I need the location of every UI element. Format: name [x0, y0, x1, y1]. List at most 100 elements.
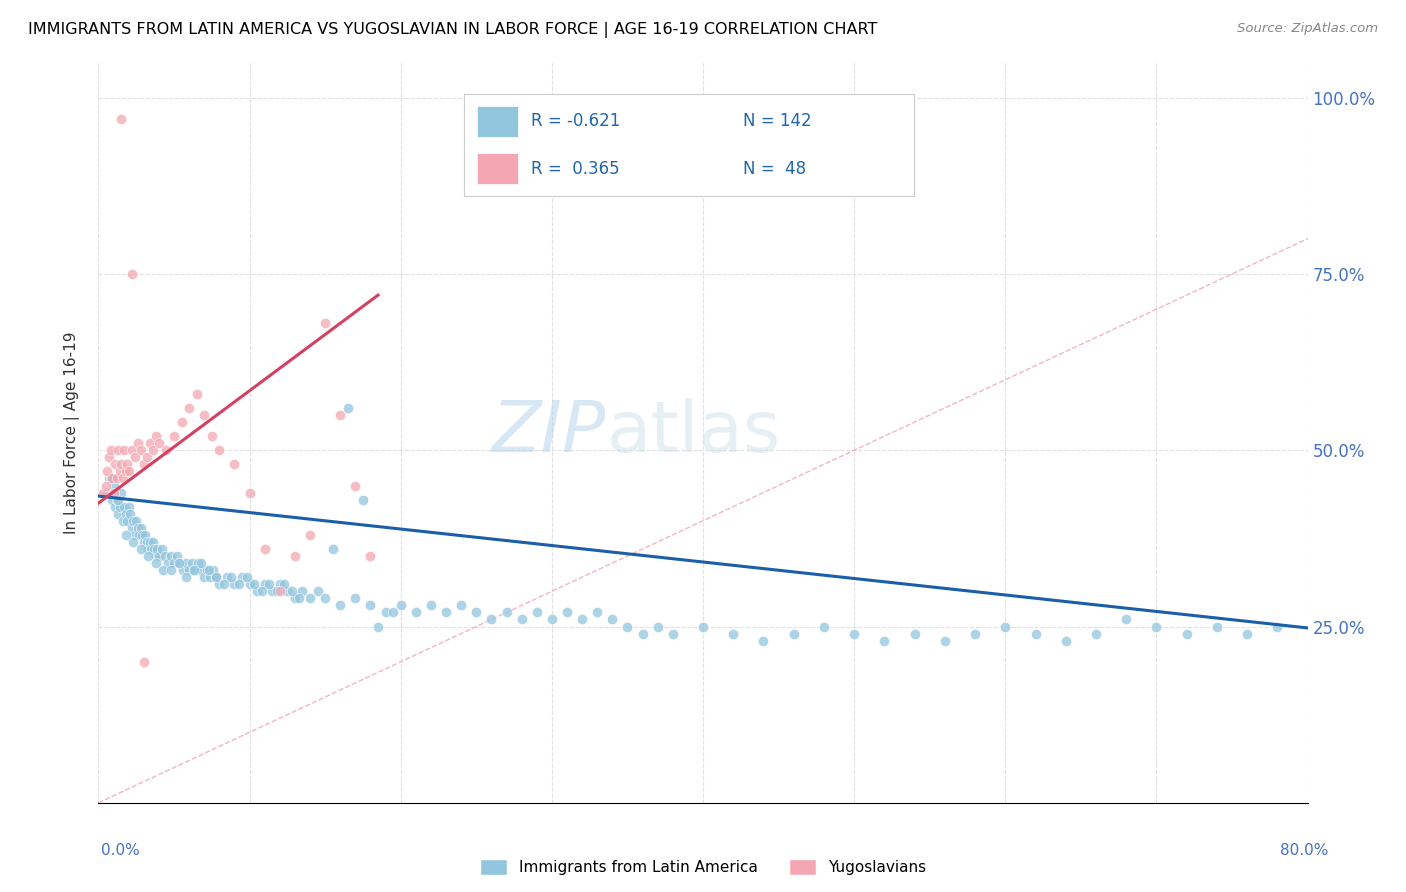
Point	[322, 541, 344, 556]
Point	[257, 577, 280, 591]
Point	[107, 443, 129, 458]
Point	[1085, 626, 1108, 640]
Point	[145, 429, 167, 443]
Point	[291, 584, 314, 599]
Point	[692, 619, 714, 633]
Point	[183, 563, 205, 577]
Y-axis label: In Labor Force | Age 16-19: In Labor Force | Age 16-19	[63, 331, 80, 534]
Point	[360, 549, 382, 563]
Text: N = 142: N = 142	[742, 112, 811, 130]
Point	[235, 570, 257, 584]
Point	[172, 563, 194, 577]
Point	[105, 492, 128, 507]
Point	[273, 577, 295, 591]
Point	[179, 563, 201, 577]
Point	[91, 485, 114, 500]
Text: R = -0.621: R = -0.621	[531, 112, 621, 130]
Point	[127, 436, 149, 450]
Point	[179, 401, 201, 415]
Point	[813, 619, 835, 633]
Text: ZIP: ZIP	[492, 398, 606, 467]
Point	[250, 584, 273, 599]
Point	[288, 591, 311, 606]
Point	[139, 436, 162, 450]
Point	[1054, 633, 1077, 648]
Point	[495, 606, 517, 620]
Point	[104, 500, 127, 514]
Bar	[478, 153, 517, 184]
Point	[125, 514, 148, 528]
Point	[100, 443, 122, 458]
Point	[136, 549, 159, 563]
Point	[115, 514, 138, 528]
Point	[107, 492, 129, 507]
Point	[170, 415, 193, 429]
Point	[111, 471, 134, 485]
Point	[160, 563, 183, 577]
Point	[1236, 626, 1258, 640]
Point	[965, 626, 987, 640]
Point	[103, 478, 125, 492]
Point	[299, 528, 322, 542]
Point	[122, 535, 145, 549]
Point	[98, 471, 121, 485]
Point	[94, 478, 117, 492]
Text: IMMIGRANTS FROM LATIN AMERICA VS YUGOSLAVIAN IN LABOR FORCE | AGE 16-19 CORRELAT: IMMIGRANTS FROM LATIN AMERICA VS YUGOSLA…	[28, 22, 877, 38]
Point	[239, 485, 262, 500]
Point	[269, 577, 291, 591]
Text: 0.0%: 0.0%	[101, 843, 141, 858]
Point	[405, 606, 427, 620]
Point	[224, 458, 246, 472]
Point	[108, 464, 131, 478]
Point	[114, 507, 136, 521]
Point	[540, 612, 562, 626]
Point	[382, 606, 405, 620]
Point	[215, 570, 238, 584]
Point	[314, 591, 336, 606]
Point	[136, 541, 159, 556]
Point	[314, 316, 336, 330]
Point	[129, 521, 152, 535]
Point	[96, 464, 118, 478]
Point	[193, 570, 215, 584]
Point	[202, 563, 225, 577]
Point	[262, 584, 284, 599]
Point	[205, 570, 228, 584]
Point	[752, 633, 775, 648]
Point	[1175, 626, 1198, 640]
Point	[128, 528, 150, 542]
Point	[181, 556, 204, 570]
Point	[134, 528, 156, 542]
Point	[465, 606, 488, 620]
Point	[205, 570, 228, 584]
Point	[135, 450, 157, 465]
Point	[184, 563, 207, 577]
Point	[160, 549, 183, 563]
Point	[307, 584, 329, 599]
Point	[141, 541, 163, 556]
Point	[934, 633, 956, 648]
Point	[135, 535, 157, 549]
Point	[98, 450, 121, 465]
Point	[129, 443, 152, 458]
Point	[555, 606, 578, 620]
Point	[284, 591, 307, 606]
Point	[101, 492, 124, 507]
Point	[208, 443, 231, 458]
Point	[110, 485, 132, 500]
Point	[450, 599, 472, 613]
Point	[146, 541, 169, 556]
Point	[131, 528, 153, 542]
Point	[156, 556, 179, 570]
Point	[723, 626, 745, 640]
Point	[115, 458, 138, 472]
Point	[329, 599, 352, 613]
Point	[231, 570, 253, 584]
Point	[586, 606, 609, 620]
Point	[1144, 619, 1167, 633]
Point	[616, 619, 638, 633]
Point	[1115, 612, 1137, 626]
Point	[112, 500, 135, 514]
Point	[174, 570, 197, 584]
Point	[127, 521, 149, 535]
